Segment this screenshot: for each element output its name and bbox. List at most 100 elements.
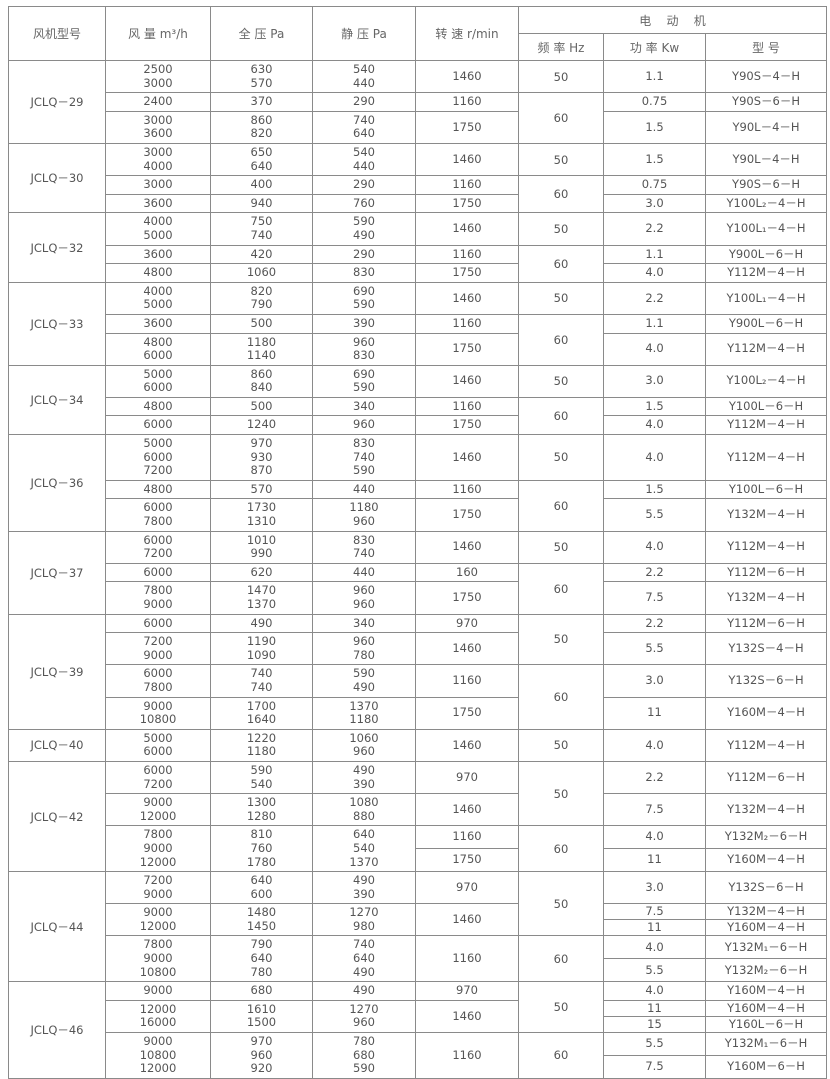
static-pressure-cell-value: 780 bbox=[353, 647, 375, 662]
airflow-cell: 6000 7800 bbox=[105, 664, 211, 698]
table-row: 9000 12000 1300 1280 1080 880 1460 7.5 Y132M－4－H bbox=[9, 793, 828, 827]
airflow-cell-stack: 7200 9000 bbox=[106, 635, 210, 662]
total-pressure-cell-stack: 940 bbox=[211, 196, 312, 211]
motor-model-cell-stack: Y132M₁－6－H Y132M₂－6－H bbox=[706, 936, 827, 981]
speed-cell: 1160 bbox=[415, 244, 519, 265]
speed-cell: 1160 bbox=[415, 396, 519, 417]
airflow-cell-value: 6000 bbox=[143, 762, 173, 777]
speed-cell-value: 1750 bbox=[416, 848, 518, 871]
total-pressure-cell-value: 790 bbox=[250, 297, 273, 312]
airflow-cell-value: 10800 bbox=[139, 1047, 177, 1062]
power-cell-value: 1.1 bbox=[645, 68, 664, 83]
motor-model-cell-stack: Y112M－6－H bbox=[706, 565, 826, 580]
static-pressure-cell-value: 830 bbox=[353, 348, 375, 363]
total-pressure-cell-stack: 590 540 bbox=[211, 762, 312, 791]
frequency-cell: 50 bbox=[518, 142, 604, 177]
total-pressure-cell-stack: 1060 bbox=[211, 266, 312, 280]
airflow-cell-stack: 6000 7200 bbox=[106, 533, 210, 561]
total-pressure-cell-value: 1310 bbox=[246, 514, 277, 529]
power-cell-stack: 4.0 bbox=[604, 738, 705, 753]
power-cell-stack: 4.0 bbox=[604, 266, 705, 280]
airflow-cell-stack: 7800 9000 10800 bbox=[106, 938, 210, 979]
motor-model-cell-value: Y132M₂－6－H bbox=[706, 958, 827, 981]
motor-model-cell-value: Y160M－4－H bbox=[727, 705, 805, 720]
motor-model-cell-stack: Y90S－6－H bbox=[706, 95, 826, 109]
speed-cell-stack: 970 bbox=[416, 984, 518, 998]
static-pressure-cell-stack: 490 390 bbox=[313, 763, 415, 791]
power-cell-value: 11 bbox=[647, 705, 662, 720]
speed-cell: 1750 bbox=[415, 581, 519, 615]
static-pressure-cell-value: 740 bbox=[353, 449, 375, 464]
total-pressure-cell-value: 570 bbox=[250, 481, 273, 496]
total-pressure-cell-stack: 970 930 870 bbox=[211, 436, 312, 478]
power-cell-stack: 5.5 bbox=[604, 508, 705, 522]
static-pressure-cell-value: 340 bbox=[353, 615, 375, 630]
power-cell: 4.0 bbox=[603, 263, 706, 283]
power-cell-stack: 3.0 bbox=[604, 196, 705, 211]
model-cell: JCLQ－33 bbox=[8, 281, 106, 366]
total-pressure-cell-value: 1700 bbox=[246, 698, 277, 713]
speed-cell: 1460 bbox=[415, 59, 519, 94]
motor-model-cell-stack: Y132S－6－H bbox=[706, 674, 826, 688]
total-pressure-cell: 500 bbox=[210, 313, 313, 334]
motor-model-cell-value: Y112M－4－H bbox=[727, 341, 805, 356]
table-row: 6000 1240 960 1750 4.0 Y112M－4－H bbox=[9, 415, 828, 436]
static-pressure-cell-value: 590 bbox=[353, 297, 375, 312]
total-pressure-cell-stack: 860 820 bbox=[211, 113, 312, 141]
table-row: JCLQ－30 3000 4000 650 640 540 440 1460 50 1.5 Y90L… bbox=[8, 142, 828, 214]
model-cell: JCLQ－46 bbox=[8, 981, 106, 1079]
speed-cell-value: 1460 bbox=[452, 912, 482, 927]
power-cell: 4.0 bbox=[603, 728, 706, 762]
speed-cell-stack: 1160 bbox=[416, 674, 518, 688]
speed-cell: 1160 bbox=[415, 313, 519, 334]
motor-model-cell-value: Y90S－6－H bbox=[732, 177, 800, 192]
static-pressure-cell-value: 960 bbox=[353, 1015, 375, 1030]
speed-cell: 1160 bbox=[415, 175, 519, 195]
motor-model-cell-stack: Y132S－4－H bbox=[706, 641, 826, 656]
static-pressure-cell: 1370 1180 bbox=[312, 696, 416, 730]
power-cell: 0.75 bbox=[603, 92, 706, 112]
table-row: 3600 500 390 1160 60 1.1 Y900L－6－H bbox=[9, 313, 828, 366]
motor-model-cell-stack: Y90S－4－H bbox=[706, 69, 826, 84]
motor-model-cell-value: Y100L₁－4－H bbox=[726, 290, 806, 305]
airflow-cell: 7800 9000 12000 bbox=[105, 825, 211, 873]
static-pressure-cell-stack: 830 bbox=[313, 266, 415, 280]
table-row: JCLQ－29 2500 3000 630 570 540 440 1460 50 1.1 Y90S… bbox=[8, 59, 828, 144]
speed-cell-value: 1160 bbox=[452, 246, 482, 261]
static-pressure-cell: 1270 960 bbox=[312, 999, 416, 1034]
motor-model-cell: Y132M₁－6－H Y132M₂－6－H bbox=[704, 935, 828, 983]
airflow-cell-value: 7800 bbox=[143, 827, 173, 842]
frequency-cell: 60 bbox=[518, 244, 604, 283]
power-cell: 7.5 11 bbox=[603, 903, 706, 937]
power-cell-stack: 11 bbox=[604, 706, 705, 720]
power-cell-stack: 3.0 bbox=[604, 880, 705, 895]
motor-model-cell-stack: Y100L₁－4－H bbox=[706, 290, 826, 306]
airflow-cell: 9000 12000 bbox=[105, 903, 211, 937]
airflow-cell-value: 12000 bbox=[139, 854, 177, 869]
airflow-cell-stack: 5000 6000 bbox=[106, 367, 210, 395]
static-pressure-cell-value: 760 bbox=[353, 195, 375, 210]
speed-cell-stack: 970 bbox=[416, 616, 518, 631]
table-row: JCLQ－34 5000 6000 860 840 690 590 1460 50 3.0 Y100… bbox=[8, 364, 828, 436]
airflow-cell: 6000 bbox=[105, 613, 211, 634]
total-pressure-cell-value: 540 bbox=[250, 776, 273, 791]
airflow-cell: 9000 bbox=[105, 981, 211, 1001]
static-pressure-cell: 490 bbox=[312, 981, 416, 1001]
airflow-cell-value: 6000 bbox=[143, 744, 173, 759]
total-pressure-cell-value: 790 bbox=[250, 937, 273, 952]
speed-cell-value: 1460 bbox=[452, 68, 482, 83]
total-pressure-cell-value: 590 bbox=[250, 762, 273, 777]
speed-cell: 1460 bbox=[415, 793, 519, 827]
power-cell-value: 1.1 bbox=[645, 246, 664, 261]
static-pressure-cell: 440 bbox=[312, 479, 416, 500]
airflow-cell-value: 4000 bbox=[143, 158, 173, 173]
airflow-cell: 5000 6000 7200 bbox=[105, 434, 211, 481]
total-pressure-cell-value: 810 bbox=[250, 827, 273, 842]
speed-cell: 1750 bbox=[415, 415, 519, 436]
speed-cell-value: 1160 bbox=[452, 481, 482, 496]
static-pressure-cell-value: 440 bbox=[353, 481, 375, 496]
static-pressure-cell: 290 bbox=[312, 244, 416, 265]
total-pressure-cell: 1730 1310 bbox=[210, 498, 313, 532]
static-pressure-cell-value: 1270 bbox=[349, 1001, 379, 1016]
power-cell: 2.2 bbox=[603, 562, 706, 583]
